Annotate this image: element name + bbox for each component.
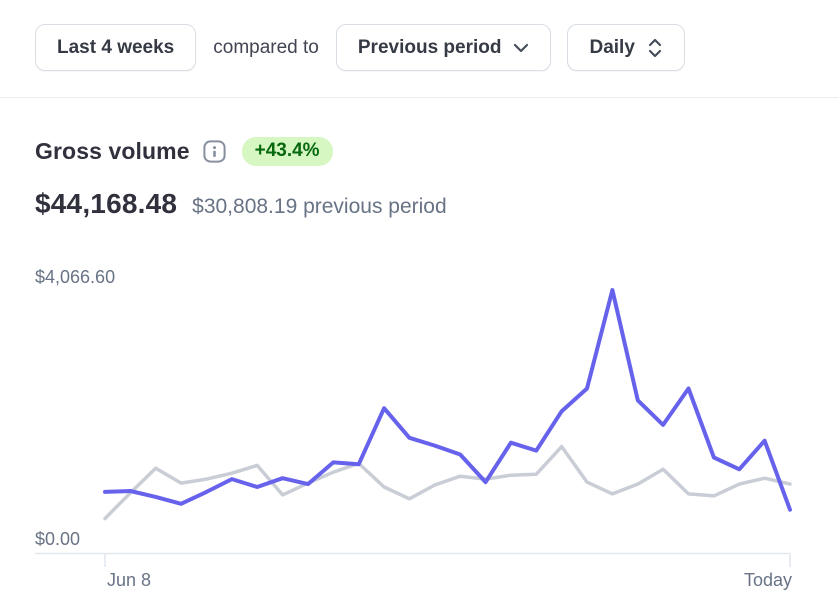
chart-line-previous-period [103, 444, 792, 521]
comparison-select[interactable]: Previous period [335, 24, 552, 71]
metric-values: $44,168.48 $30,808.19 previous period [35, 188, 839, 220]
toolbar-divider [0, 97, 839, 98]
chart-line-current-period [103, 288, 792, 512]
filter-toolbar: Last 4 weeks compared to Previous period… [35, 24, 839, 71]
comparison-select-value: Previous period [357, 36, 502, 58]
compared-to-label: compared to [213, 36, 319, 58]
interval-select-value: Daily [589, 36, 635, 58]
metric-header: Gross volume +43.4% [35, 135, 839, 167]
date-range-label: Last 4 weeks [57, 36, 175, 58]
x-axis-start-label: Jun 8 [107, 570, 152, 590]
chevron-up-down-icon [647, 37, 663, 59]
x-axis-end-label: Today [743, 570, 792, 590]
current-value: $44,168.48 [35, 188, 178, 219]
interval-select[interactable]: Daily [567, 24, 685, 71]
date-range-button[interactable]: Last 4 weeks [35, 24, 197, 71]
chevron-down-icon [513, 43, 529, 53]
previous-period-value: $30,808.19 previous period [192, 195, 447, 218]
info-icon[interactable] [202, 139, 226, 163]
y-axis-max-label: $4,066.60 [35, 267, 116, 287]
metric-title: Gross volume [35, 137, 190, 164]
change-badge: +43.4% [241, 136, 333, 166]
y-axis-zero-label: $0.00 [35, 529, 81, 549]
